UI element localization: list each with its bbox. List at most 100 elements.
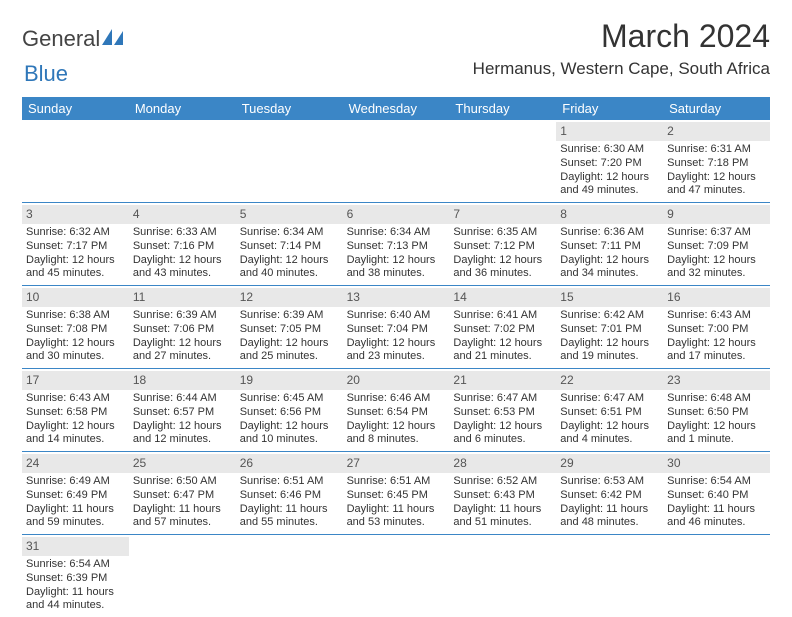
daylight-line: Daylight: 12 hours and 30 minutes. [26,337,125,365]
day-cell: 13Sunrise: 6:40 AMSunset: 7:04 PMDayligh… [343,286,450,368]
day-cell: 25Sunrise: 6:50 AMSunset: 6:47 PMDayligh… [129,452,236,534]
day-cell [236,535,343,617]
sunrise-line: Sunrise: 6:34 AM [347,226,446,240]
day-number: 22 [556,371,663,390]
day-cell: 29Sunrise: 6:53 AMSunset: 6:42 PMDayligh… [556,452,663,534]
day-number: 21 [449,371,556,390]
day-number: 8 [556,205,663,224]
daylight-line: Daylight: 12 hours and 1 minute. [667,420,766,448]
day-cell: 27Sunrise: 6:51 AMSunset: 6:45 PMDayligh… [343,452,450,534]
day-cell [236,120,343,202]
day-cell: 20Sunrise: 6:46 AMSunset: 6:54 PMDayligh… [343,369,450,451]
weekday-header: Monday [129,97,236,120]
day-cell: 15Sunrise: 6:42 AMSunset: 7:01 PMDayligh… [556,286,663,368]
sunset-line: Sunset: 7:11 PM [560,240,659,254]
sunrise-line: Sunrise: 6:39 AM [133,309,232,323]
sunrise-line: Sunrise: 6:47 AM [453,392,552,406]
daylight-line: Daylight: 12 hours and 12 minutes. [133,420,232,448]
daylight-line: Daylight: 12 hours and 17 minutes. [667,337,766,365]
sunset-line: Sunset: 6:43 PM [453,489,552,503]
day-cell [663,535,770,617]
day-number: 3 [22,205,129,224]
sunrise-line: Sunrise: 6:42 AM [560,309,659,323]
daylight-line: Daylight: 12 hours and 21 minutes. [453,337,552,365]
sunrise-line: Sunrise: 6:30 AM [560,143,659,157]
sunrise-line: Sunrise: 6:49 AM [26,475,125,489]
day-number: 14 [449,288,556,307]
daylight-line: Daylight: 12 hours and 38 minutes. [347,254,446,282]
day-cell: 17Sunrise: 6:43 AMSunset: 6:58 PMDayligh… [22,369,129,451]
day-cell: 23Sunrise: 6:48 AMSunset: 6:50 PMDayligh… [663,369,770,451]
daylight-line: Daylight: 11 hours and 57 minutes. [133,503,232,531]
sunrise-line: Sunrise: 6:39 AM [240,309,339,323]
daylight-line: Daylight: 12 hours and 25 minutes. [240,337,339,365]
sunset-line: Sunset: 7:14 PM [240,240,339,254]
day-number: 15 [556,288,663,307]
daylight-line: Daylight: 12 hours and 10 minutes. [240,420,339,448]
day-cell: 8Sunrise: 6:36 AMSunset: 7:11 PMDaylight… [556,203,663,285]
sunrise-line: Sunrise: 6:48 AM [667,392,766,406]
day-cell: 30Sunrise: 6:54 AMSunset: 6:40 PMDayligh… [663,452,770,534]
day-cell: 6 Sunrise: 6:34 AMSunset: 7:13 PMDaylight… [343,203,450,285]
week-row: 3 Sunrise: 6:32 AMSunset: 7:17 PM Daylight… [22,203,770,286]
sunrise-line: Sunrise: 6:34 AM [240,226,339,240]
sunrise-line: Sunrise: 6:31 AM [667,143,766,157]
sunrise-line: Sunrise: 6:54 AM [667,475,766,489]
weekday-header: Thursday [449,97,556,120]
day-cell: 4Sunrise: 6:33 AMSunset: 7:16 PMDaylight… [129,203,236,285]
day-cell: 11Sunrise: 6:39 AMSunset: 7:06 PMDayligh… [129,286,236,368]
day-number: 17 [22,371,129,390]
sunrise-line: Sunrise: 6:41 AM [453,309,552,323]
sunset-line: Sunset: 7:01 PM [560,323,659,337]
day-cell: 12Sunrise: 6:39 AMSunset: 7:05 PMDayligh… [236,286,343,368]
day-number: 6 [343,205,450,224]
sunset-line: Sunset: 7:20 PM [560,157,659,171]
day-cell [556,535,663,617]
day-cell [343,535,450,617]
day-cell [129,120,236,202]
weekday-header: Saturday [663,97,770,120]
sunset-line: Sunset: 7:00 PM [667,323,766,337]
day-cell: 2Sunrise: 6:31 AMSunset: 7:18 PMDaylight… [663,120,770,202]
day-cell [449,535,556,617]
week-row: 31Sunrise: 6:54 AMSunset: 6:39 PMDayligh… [22,535,770,617]
day-number: 5 [236,205,343,224]
sunrise-line: Sunrise: 6:38 AM [26,309,125,323]
sunset-line: Sunset: 7:18 PM [667,157,766,171]
sunset-line: Sunset: 6:56 PM [240,406,339,420]
day-number: 30 [663,454,770,473]
day-number: 27 [343,454,450,473]
weekday-header: Wednesday [343,97,450,120]
day-cell: 22Sunrise: 6:47 AMSunset: 6:51 PMDayligh… [556,369,663,451]
day-cell: 9Sunrise: 6:37 AMSunset: 7:09 PMDaylight… [663,203,770,285]
day-cell: 18Sunrise: 6:44 AMSunset: 6:57 PMDayligh… [129,369,236,451]
title-block: March 2024 Hermanus, Western Cape, South… [473,18,770,79]
day-cell: 16Sunrise: 6:43 AMSunset: 7:00 PMDayligh… [663,286,770,368]
daylight-line: Daylight: 11 hours and 46 minutes. [667,503,766,531]
day-number: 12 [236,288,343,307]
sunrise-line: Sunrise: 6:37 AM [667,226,766,240]
day-number: 26 [236,454,343,473]
day-number: 28 [449,454,556,473]
weekday-header: Tuesday [236,97,343,120]
week-row: 10Sunrise: 6:38 AMSunset: 7:08 PMDayligh… [22,286,770,369]
month-title: March 2024 [473,18,770,55]
sunrise-line: Sunrise: 6:51 AM [240,475,339,489]
day-cell: 24Sunrise: 6:49 AMSunset: 6:49 PMDayligh… [22,452,129,534]
sunset-line: Sunset: 6:53 PM [453,406,552,420]
day-cell: 26Sunrise: 6:51 AMSunset: 6:46 PMDayligh… [236,452,343,534]
sunrise-line: Sunrise: 6:32 AM [26,226,125,240]
day-number: 18 [129,371,236,390]
sunset-line: Sunset: 7:13 PM [347,240,446,254]
logo-text-general: General [22,26,100,52]
daylight-line: Daylight: 12 hours and 34 minutes. [560,254,659,282]
logo-text-blue: Blue [24,61,68,86]
day-number: 7 [449,205,556,224]
day-cell: 7Sunrise: 6:35 AMSunset: 7:12 PMDaylight… [449,203,556,285]
sunrise-line: Sunrise: 6:44 AM [133,392,232,406]
day-cell: 31Sunrise: 6:54 AMSunset: 6:39 PMDayligh… [22,535,129,617]
sunset-line: Sunset: 7:17 PM [26,240,125,254]
day-cell: 10Sunrise: 6:38 AMSunset: 7:08 PMDayligh… [22,286,129,368]
sunset-line: Sunset: 6:47 PM [133,489,232,503]
weekday-header: Sunday [22,97,129,120]
